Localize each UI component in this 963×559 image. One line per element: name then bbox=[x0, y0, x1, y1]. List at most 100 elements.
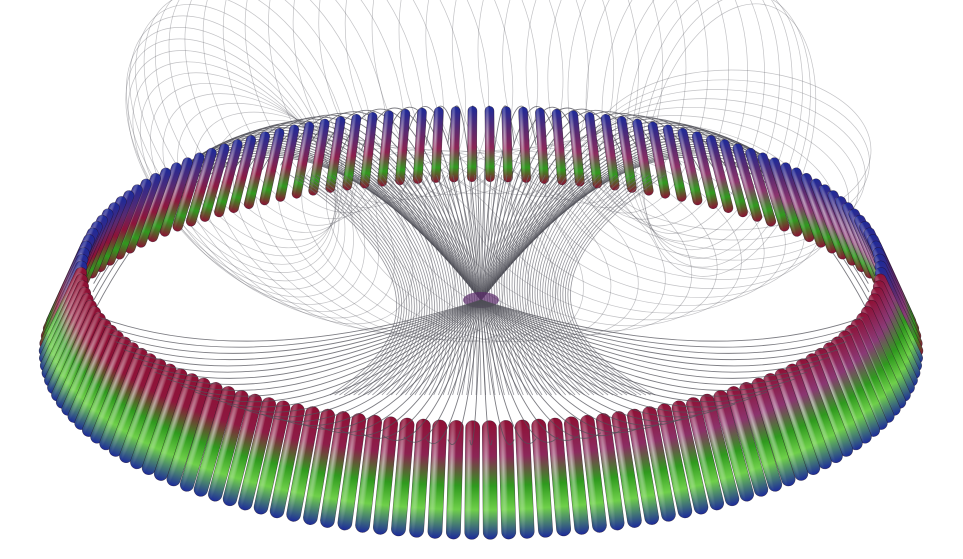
torus-segment bbox=[579, 414, 607, 533]
torus-segment bbox=[243, 131, 270, 209]
segment-highlight bbox=[467, 106, 473, 182]
segment-highlight bbox=[141, 367, 182, 474]
cone-strand bbox=[532, 174, 585, 396]
segment-highlight bbox=[66, 323, 113, 422]
wire-strand bbox=[108, 299, 482, 354]
torus-segment bbox=[342, 113, 362, 191]
torus-segment bbox=[547, 417, 572, 537]
segment-highlight bbox=[199, 143, 226, 221]
segment-highlight bbox=[784, 365, 827, 470]
wire-strand bbox=[480, 299, 808, 385]
torus-segment bbox=[319, 410, 351, 528]
wire-mesh-front bbox=[98, 299, 864, 446]
segment-highlight bbox=[179, 381, 217, 491]
segment-highlight bbox=[431, 106, 439, 183]
segment-highlight bbox=[677, 128, 699, 206]
wire-strand bbox=[480, 106, 581, 301]
torus-segment bbox=[647, 121, 671, 199]
cone-strand bbox=[567, 174, 660, 396]
wire-loop bbox=[601, 0, 765, 234]
segment-highlight bbox=[518, 107, 527, 183]
segment-highlight bbox=[118, 357, 161, 462]
torus-segment bbox=[685, 397, 725, 511]
torus-segment bbox=[626, 408, 660, 526]
wire-strand bbox=[480, 299, 719, 418]
wire-strand bbox=[480, 299, 830, 373]
segment-highlight bbox=[547, 418, 564, 537]
torus-segment bbox=[551, 108, 567, 186]
segment-highlight bbox=[762, 374, 803, 482]
wire-loop bbox=[615, 0, 780, 242]
segment-highlight bbox=[685, 398, 718, 511]
torus-segment bbox=[269, 403, 305, 519]
segment-highlight bbox=[259, 127, 281, 205]
wire-loop bbox=[132, 61, 354, 298]
segment-highlight bbox=[611, 411, 636, 529]
segment-highlight bbox=[515, 420, 528, 539]
wire-loop bbox=[640, 0, 811, 268]
torus-segment bbox=[514, 419, 535, 539]
segment-highlight bbox=[98, 347, 143, 449]
cone-strand bbox=[322, 174, 413, 396]
wire-strand bbox=[480, 299, 580, 441]
segment-highlight bbox=[372, 416, 392, 535]
torus-segment bbox=[302, 408, 336, 525]
segment-highlight bbox=[662, 125, 683, 202]
segment-highlight bbox=[484, 106, 491, 182]
wire-strand bbox=[480, 299, 682, 426]
segment-highlight bbox=[73, 329, 119, 429]
segment-highlight bbox=[165, 377, 205, 485]
wire-strand bbox=[115, 299, 482, 361]
segment-highlight bbox=[757, 153, 786, 232]
segment-highlight bbox=[46, 299, 93, 393]
wire-loop bbox=[567, 0, 729, 220]
torus-segment bbox=[445, 420, 464, 540]
cone-strand bbox=[557, 174, 638, 396]
wire-loop bbox=[585, 0, 748, 227]
cone-strand bbox=[392, 174, 446, 396]
cone-strand bbox=[311, 174, 408, 396]
cone-strand bbox=[289, 174, 397, 396]
wire-loop bbox=[547, 0, 709, 214]
segment-highlight bbox=[641, 407, 670, 523]
segment-highlight bbox=[595, 413, 618, 531]
cone-strand bbox=[409, 174, 453, 396]
torus-segment bbox=[391, 417, 415, 537]
segment-highlight bbox=[671, 401, 702, 515]
wire-loop bbox=[143, 0, 343, 249]
wire-strand bbox=[480, 299, 623, 437]
cone-strand bbox=[387, 174, 443, 396]
wire-strand bbox=[194, 299, 482, 403]
wire-strand bbox=[98, 299, 482, 342]
torus-segment bbox=[563, 416, 590, 535]
wire-strand bbox=[132, 299, 482, 373]
wire-strand bbox=[319, 299, 482, 434]
wire-strand bbox=[299, 299, 482, 430]
segment-highlight bbox=[719, 140, 744, 218]
torus-segment bbox=[705, 135, 734, 214]
segment-highlight bbox=[699, 395, 734, 507]
torus-segment bbox=[535, 107, 549, 184]
wire-loop bbox=[626, 0, 793, 251]
segment-highlight bbox=[275, 124, 295, 201]
segment-highlight bbox=[744, 148, 772, 227]
segment-highlight bbox=[302, 408, 329, 525]
cone-strand bbox=[349, 174, 425, 396]
wire-strand bbox=[360, 299, 482, 439]
torus-segment bbox=[108, 352, 157, 457]
wire-strand bbox=[480, 299, 736, 413]
torus-segment bbox=[467, 105, 478, 183]
segment-highlight bbox=[413, 107, 423, 184]
segment-highlight bbox=[834, 197, 872, 280]
torus-segment bbox=[568, 110, 585, 187]
torus-segment bbox=[738, 382, 783, 493]
segment-highlight bbox=[253, 400, 284, 514]
segment-highlight bbox=[427, 419, 440, 539]
wire-strand bbox=[381, 106, 482, 301]
cone-strand bbox=[529, 174, 581, 396]
segment-highlight bbox=[129, 362, 172, 468]
cone-strand bbox=[544, 174, 611, 396]
segment-highlight bbox=[535, 108, 545, 184]
segment-highlight bbox=[207, 389, 243, 501]
torus-segment bbox=[671, 400, 709, 515]
